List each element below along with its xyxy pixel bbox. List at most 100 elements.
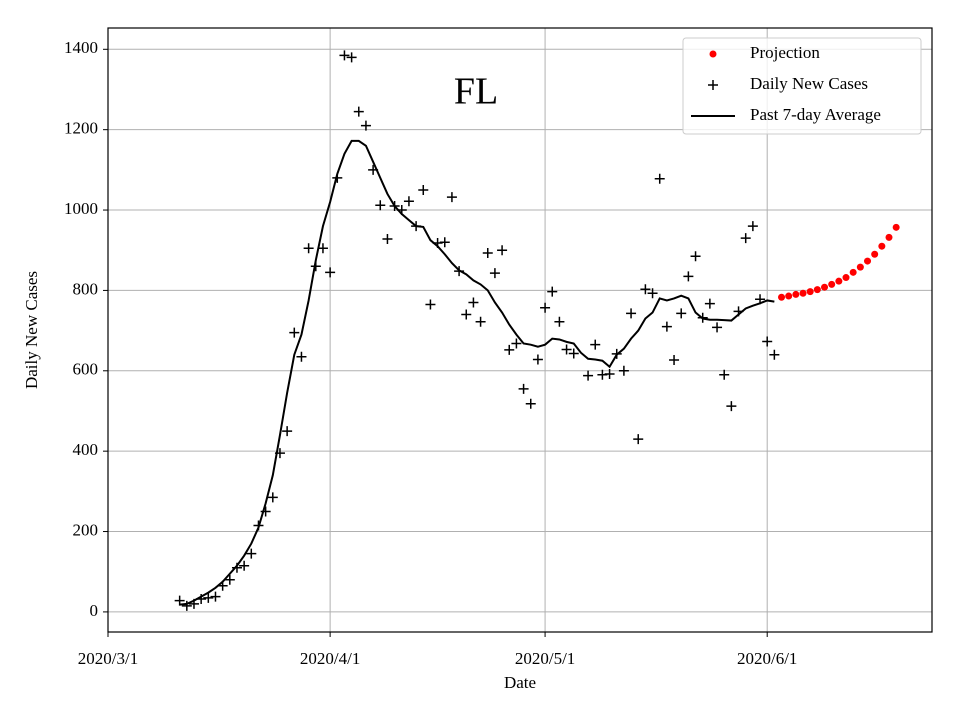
plus-marker — [683, 271, 694, 282]
projection-point — [813, 286, 821, 294]
plus-marker — [726, 401, 737, 412]
plus-marker — [690, 251, 701, 262]
plus-marker — [740, 233, 751, 244]
plus-marker — [497, 245, 508, 256]
plus-marker — [762, 336, 773, 347]
x-tick-label: 2020/6/1 — [737, 649, 797, 668]
projection-point — [778, 293, 786, 301]
plus-marker — [747, 221, 758, 232]
plus-marker — [210, 591, 221, 602]
plus-marker — [704, 298, 715, 309]
plus-marker — [468, 297, 479, 308]
plus-marker — [540, 302, 551, 313]
projection-point — [792, 290, 800, 298]
plus-marker — [769, 349, 780, 360]
plus-marker — [669, 354, 680, 365]
plus-marker — [590, 339, 601, 350]
projection-point — [885, 233, 893, 241]
projection-point — [785, 292, 793, 300]
plus-marker — [561, 344, 572, 355]
plus-marker — [282, 426, 293, 437]
projection-point — [828, 280, 836, 288]
plus-marker — [583, 370, 594, 381]
x-axis-label: Date — [504, 673, 536, 692]
x-tick-label: 2020/5/1 — [515, 649, 575, 668]
plus-marker — [604, 369, 615, 380]
chart-title: FL — [454, 71, 498, 113]
plus-marker — [346, 52, 357, 63]
plus-marker — [246, 548, 257, 559]
y-tick-label: 800 — [73, 279, 99, 298]
average-line — [179, 139, 775, 606]
plus-marker — [618, 365, 629, 376]
plus-marker — [554, 316, 565, 327]
projection-point — [856, 263, 864, 271]
plus-marker — [626, 308, 637, 319]
projection-point — [806, 288, 814, 296]
y-tick-label: 1200 — [64, 119, 98, 138]
plus-marker — [475, 316, 486, 327]
plus-marker — [425, 299, 436, 310]
plus-marker — [654, 173, 665, 184]
axes-frame — [107, 27, 933, 633]
projection-point — [835, 277, 843, 285]
plus-marker — [661, 321, 672, 332]
projection-point — [871, 250, 879, 258]
x-tick-label: 2020/4/1 — [300, 649, 360, 668]
plus-marker — [446, 192, 457, 203]
plus-marker — [181, 600, 192, 611]
plus-marker — [224, 574, 235, 585]
plus-marker — [633, 434, 644, 445]
plus-marker — [403, 196, 414, 207]
plus-marker — [303, 243, 314, 254]
plus-marker — [518, 383, 529, 394]
projection-point — [864, 257, 872, 265]
plus-marker — [325, 267, 336, 278]
y-tick-label: 200 — [73, 520, 99, 539]
projection-point — [849, 268, 857, 276]
plus-marker — [568, 348, 579, 359]
y-tick-label: 600 — [73, 360, 99, 379]
plus-marker — [239, 560, 250, 571]
plus-marker — [339, 50, 350, 61]
legend-marker — [709, 50, 717, 58]
projection-point — [878, 242, 886, 250]
plus-marker — [647, 288, 658, 299]
legend-label: Past 7-day Average — [750, 105, 881, 124]
y-tick-label: 0 — [90, 601, 99, 620]
projection-point — [892, 223, 900, 231]
plus-marker — [640, 284, 651, 295]
plus-marker — [317, 243, 328, 254]
plus-marker — [353, 106, 364, 117]
plus-marker — [360, 120, 371, 131]
legend-label: Projection — [750, 43, 820, 62]
legend-box — [682, 37, 922, 135]
y-tick-label: 400 — [73, 440, 99, 459]
projection-point — [799, 289, 807, 297]
plus-marker — [719, 369, 730, 380]
plot-area — [174, 50, 900, 611]
plus-marker — [439, 237, 450, 248]
plus-marker — [525, 398, 536, 409]
plus-marker — [382, 233, 393, 244]
plus-marker — [511, 338, 522, 349]
plus-marker — [296, 351, 307, 362]
plus-marker — [547, 286, 558, 297]
plus-marker — [482, 248, 493, 259]
plus-marker — [708, 80, 718, 90]
plus-marker — [504, 344, 515, 355]
legend-label: Daily New Cases — [750, 74, 868, 93]
plus-marker — [532, 354, 543, 365]
plus-marker — [418, 184, 429, 195]
plus-marker — [712, 322, 723, 333]
plus-marker — [375, 200, 386, 211]
y-axis-label: Daily New Cases — [22, 271, 41, 389]
plus-marker — [676, 308, 687, 319]
x-tick-label: 2020/3/1 — [78, 649, 138, 668]
y-tick-label: 1000 — [64, 199, 98, 218]
projection-point — [821, 283, 829, 291]
projection-point — [842, 274, 850, 282]
plus-marker — [461, 309, 472, 320]
plus-marker — [289, 327, 300, 338]
legend: Projection Daily New Cases Past 7-day Aver… — [682, 37, 922, 135]
